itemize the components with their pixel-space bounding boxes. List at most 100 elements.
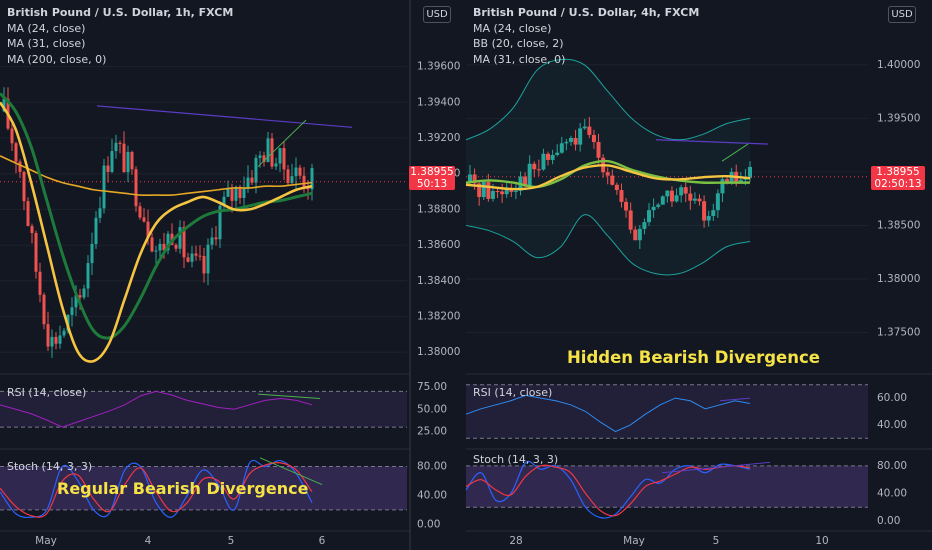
candle-up[interactable] — [481, 181, 486, 198]
candle-down[interactable] — [633, 229, 638, 241]
right-rsi-title[interactable]: RSI (14, close) — [473, 386, 553, 399]
candle-down[interactable] — [230, 188, 234, 201]
candle-down[interactable] — [262, 155, 266, 162]
candle-down[interactable] — [619, 190, 624, 202]
candle-up[interactable] — [242, 188, 246, 198]
candle-up[interactable] — [738, 179, 743, 183]
candle-up[interactable] — [90, 243, 94, 264]
candle-up[interactable] — [190, 253, 194, 262]
candle-down[interactable] — [605, 172, 610, 176]
candle-up[interactable] — [559, 143, 564, 153]
left-indicator-ma200[interactable]: MA (200, close, 0) — [7, 52, 107, 66]
left-stoch-title[interactable]: Stoch (14, 3, 3) — [7, 460, 93, 473]
candle-up[interactable] — [94, 217, 98, 244]
candle-down[interactable] — [118, 142, 122, 144]
candle-up[interactable] — [568, 137, 573, 142]
candle-up[interactable] — [222, 196, 226, 206]
candle-down[interactable] — [610, 175, 615, 185]
candle-up[interactable] — [692, 198, 697, 201]
candle-up[interactable] — [234, 186, 238, 201]
candle-down[interactable] — [198, 255, 202, 257]
left-indicator-ma24[interactable]: MA (24, close) — [7, 21, 86, 35]
candle-down[interactable] — [30, 225, 34, 233]
candle-up[interactable] — [642, 222, 647, 229]
candle-up[interactable] — [504, 189, 509, 195]
candle-down[interactable] — [298, 167, 302, 176]
candle-down[interactable] — [486, 181, 491, 199]
candle-down[interactable] — [532, 163, 537, 170]
candle-up[interactable] — [70, 307, 74, 316]
candle-up[interactable] — [226, 188, 230, 197]
candle-down[interactable] — [18, 161, 22, 172]
candle-up[interactable] — [679, 187, 684, 196]
candle-down[interactable] — [546, 153, 551, 160]
candle-up[interactable] — [50, 336, 54, 347]
candle-down[interactable] — [138, 206, 142, 218]
candle-down[interactable] — [628, 210, 633, 230]
candle-down[interactable] — [536, 169, 541, 171]
candle-up[interactable] — [656, 204, 661, 207]
candle-up[interactable] — [246, 177, 250, 189]
left-rsi-title[interactable]: RSI (14, close) — [7, 386, 87, 399]
candle-down[interactable] — [509, 189, 514, 192]
candle-down[interactable] — [697, 198, 702, 202]
candle-down[interactable] — [146, 221, 150, 238]
candle-up[interactable] — [58, 335, 62, 344]
candle-down[interactable] — [54, 336, 58, 344]
candle-up[interactable] — [647, 210, 652, 223]
candle-up[interactable] — [582, 126, 587, 129]
candle-up[interactable] — [490, 191, 495, 199]
right-indicator-bb[interactable]: BB (20, close, 2) — [473, 37, 564, 50]
candle-up[interactable] — [86, 263, 90, 289]
candle-up[interactable] — [178, 227, 182, 249]
candle-down[interactable] — [122, 143, 126, 173]
candle-down[interactable] — [194, 253, 198, 256]
candle-down[interactable] — [472, 174, 477, 184]
candle-down[interactable] — [477, 183, 482, 198]
candle-up[interactable] — [210, 237, 214, 245]
candle-down[interactable] — [14, 143, 18, 162]
candle-down[interactable] — [614, 184, 619, 191]
candle-down[interactable] — [130, 151, 134, 170]
candle-up[interactable] — [578, 128, 583, 145]
candle-up[interactable] — [274, 163, 278, 167]
candle-down[interactable] — [42, 294, 46, 325]
candle-down[interactable] — [725, 179, 730, 182]
candle-down[interactable] — [286, 169, 290, 184]
candle-down[interactable] — [495, 191, 500, 193]
candle-up[interactable] — [674, 195, 679, 202]
candle-down[interactable] — [34, 232, 38, 272]
left-indicator-ma31[interactable]: MA (31, close) — [7, 37, 86, 50]
candle-up[interactable] — [98, 208, 102, 218]
candle-down[interactable] — [22, 171, 26, 202]
candle-up[interactable] — [166, 233, 170, 251]
candle-up[interactable] — [748, 166, 752, 178]
candle-down[interactable] — [134, 169, 138, 207]
candle-down[interactable] — [591, 134, 596, 143]
candle-down[interactable] — [306, 187, 310, 190]
candle-up[interactable] — [715, 193, 720, 211]
candle-up[interactable] — [158, 243, 162, 251]
candle-up[interactable] — [660, 196, 665, 205]
candle-down[interactable] — [174, 244, 178, 249]
candle-up[interactable] — [720, 179, 725, 194]
left-currency-button[interactable]: USD — [423, 6, 451, 23]
candle-down[interactable] — [106, 165, 110, 172]
candle-up[interactable] — [154, 250, 158, 252]
candle-down[interactable] — [202, 256, 206, 274]
candle-down[interactable] — [10, 128, 14, 144]
candle-down[interactable] — [596, 142, 601, 158]
candle-down[interactable] — [150, 237, 154, 252]
candle-up[interactable] — [110, 151, 114, 172]
candle-up[interactable] — [218, 205, 222, 240]
candle-down[interactable] — [186, 257, 190, 262]
candle-up[interactable] — [706, 215, 711, 221]
candle-up[interactable] — [278, 148, 282, 164]
candle-down[interactable] — [683, 187, 688, 194]
candle-up[interactable] — [310, 168, 314, 190]
candle-down[interactable] — [26, 201, 30, 226]
candle-up[interactable] — [527, 163, 532, 187]
candle-up[interactable] — [62, 330, 66, 336]
candle-down[interactable] — [182, 227, 186, 258]
